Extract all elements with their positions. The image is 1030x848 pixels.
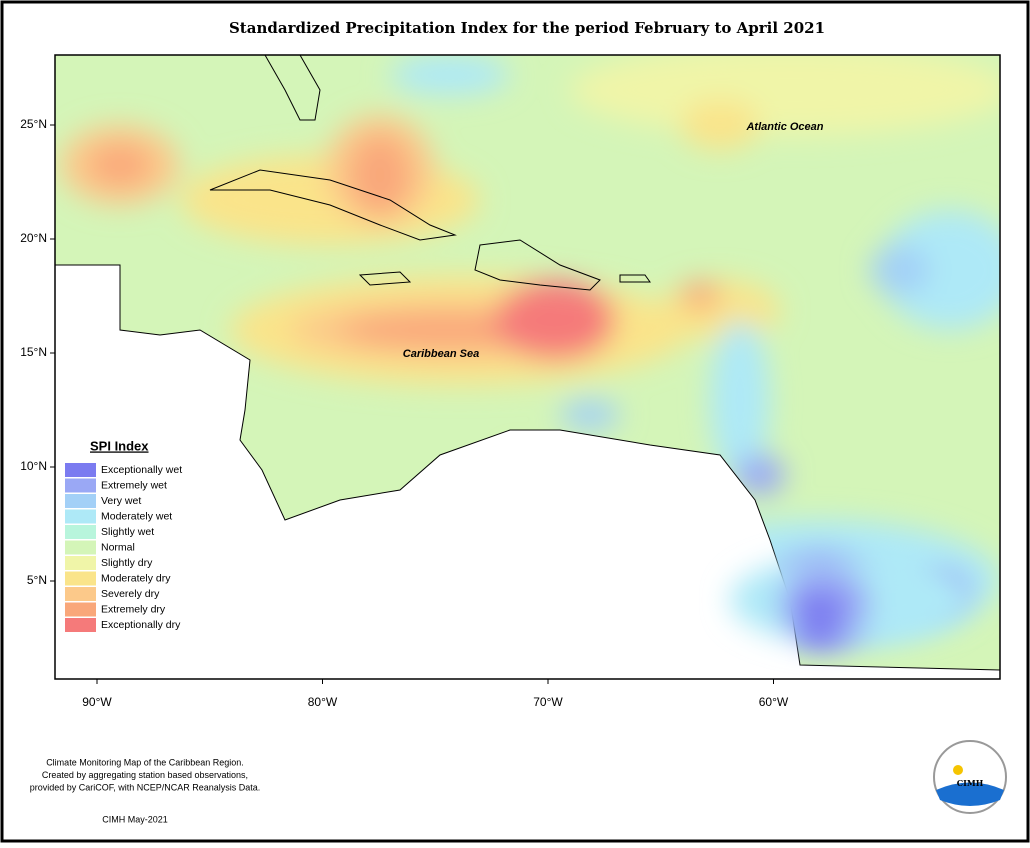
legend-swatch [65,463,96,477]
legend-label: Normal [101,541,135,553]
legend-title: SPI Index [90,438,149,453]
lat-label: 15°N [20,345,47,359]
legend-label: Severely dry [101,588,160,600]
logo-sun [953,765,963,775]
map-border [54,54,1001,680]
legend-label: Moderately wet [101,510,172,522]
lat-label: 10°N [20,459,47,473]
date: CIMH May-2021 [102,814,168,824]
legend-swatch [65,509,96,524]
note: Climate Monitoring Map of the Caribbean … [46,757,244,767]
legend-swatch [65,540,96,555]
logo-wave [936,782,1004,806]
legend-label: Exceptionally wet [101,464,182,476]
legend-swatch [65,602,96,617]
lon-label: 80°W [308,695,338,709]
legend-label: Very wet [101,495,141,507]
legend-label: Exceptionally dry [101,619,181,631]
legend-swatch [65,571,96,586]
legend-label: Extremely wet [101,479,167,491]
note: provided by CariCOF, with NCEP/NCAR Rean… [30,782,261,792]
legend-swatch [65,556,96,570]
map [55,55,1000,679]
legend-swatch [65,494,96,508]
legend-label: Extremely dry [101,603,166,615]
lat-label: 20°N [20,231,47,245]
legend-label: Slightly wet [101,526,154,538]
note: Created by aggregating station based obs… [42,770,248,780]
legend-label: Moderately dry [101,572,171,584]
legend-swatch [65,587,96,601]
ocean-label: Atlantic Ocean [745,121,823,133]
legend-swatch [65,478,96,493]
sea-label: Caribbean Sea [403,348,479,360]
legend-swatch [65,525,96,539]
logo-text: CIMH [957,778,984,788]
legend-label: Slightly dry [101,557,153,569]
legend-swatch [65,618,96,632]
lat-label: 25°N [20,117,47,131]
title: Standardized Precipitation Index for the… [229,19,825,37]
lon-label: 90°W [82,695,112,709]
lat-label: 5°N [27,573,47,587]
lon-label: 60°W [759,695,789,709]
lon-label: 70°W [533,695,563,709]
